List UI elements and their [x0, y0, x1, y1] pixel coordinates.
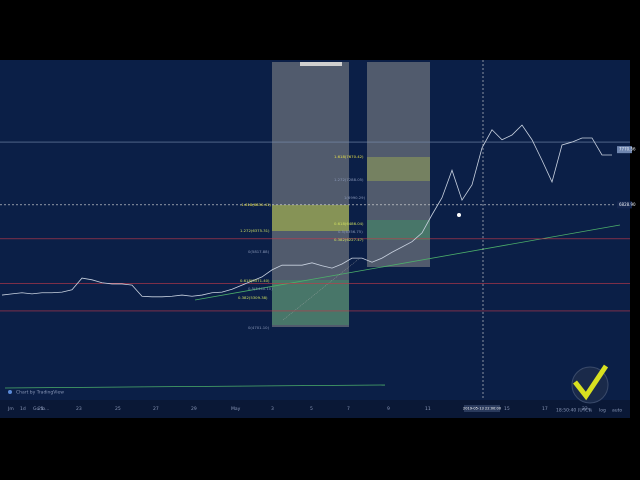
fib-label: 0.382(5309.38): [238, 295, 268, 300]
trend-line: [194, 224, 621, 301]
time-tag: [464, 405, 500, 412]
fib-zone: [367, 157, 430, 181]
fib-diagonal: [282, 257, 361, 321]
fib-label: 1(6990.29): [344, 195, 366, 200]
fib-label: -1.618(6830.41): [240, 202, 271, 207]
handle: [300, 62, 342, 66]
price-tag: [617, 201, 632, 209]
x-tick-label: 27: [153, 406, 159, 412]
x-tick-label: 5: [310, 406, 313, 412]
percent-toggle[interactable]: %: [588, 408, 593, 414]
x-tick-label: 17: [542, 406, 548, 412]
fib-label: 1.272(7288.05): [334, 177, 364, 182]
labels: 7770.56 6828.90 Jm 1d Go to...21 23 25 27 29 May 3…: [7, 146, 636, 412]
price-tag-label: 6828.90: [619, 202, 636, 207]
fib-label: 0.618(5571.40): [240, 278, 270, 283]
fib-label: 0.618(6486.04): [334, 221, 364, 226]
price-tag: [617, 146, 632, 154]
fib-label: 0(5817.88): [248, 249, 270, 254]
x-tick-label: May: [231, 406, 241, 412]
x-tick-label: 9: [387, 406, 390, 412]
trend-line: [4, 384, 386, 389]
cursor: [457, 213, 461, 217]
x-tick-label: 1d: [20, 406, 26, 412]
fib-label: 0.5(6356.75): [338, 229, 363, 234]
logo: [8, 390, 12, 394]
fib-label: 1.272(6375.31): [240, 228, 270, 233]
range-box: [367, 62, 430, 267]
x-tick-label: Go to...: [33, 406, 49, 412]
x-tick-label: 25: [115, 406, 121, 412]
x-tick-label: 2019-05-13 22:00:00: [463, 407, 502, 411]
fib-label: 0.382(6227.47): [334, 237, 364, 242]
check-icon: [573, 364, 609, 401]
fib-label: 0(4701.10): [248, 325, 270, 330]
x-tick-label: 11: [425, 406, 431, 412]
x-tick-label: 23: [76, 406, 82, 412]
fib-label: 0.5(5440.10): [248, 286, 273, 291]
time-axis: [0, 400, 630, 418]
time: 18:50:40 (UTC): [556, 408, 590, 414]
x-tick-label: 29: [191, 406, 197, 412]
range-box: [272, 62, 349, 327]
x-tick-label: 3: [271, 406, 274, 412]
fib-zone: [272, 205, 349, 231]
x-tick-label: 22: [582, 406, 588, 412]
auto-toggle[interactable]: auto: [612, 408, 622, 414]
x-tick-label: 7: [347, 406, 350, 412]
fib-zone: [272, 280, 349, 325]
price-line: [1, 124, 612, 298]
fib-label: 1.618(7670.42): [334, 154, 364, 159]
x-tick-label: Jm: [7, 406, 14, 412]
credit: Chart by TradingView: [16, 390, 64, 396]
price-tag-label: 7770.56: [619, 147, 636, 152]
x-tick-label: 15: [504, 406, 510, 412]
log-toggle[interactable]: log: [599, 408, 606, 414]
x-tick-label: 21: [38, 406, 44, 412]
fib-zone: [367, 220, 430, 240]
plot: [0, 124, 630, 312]
